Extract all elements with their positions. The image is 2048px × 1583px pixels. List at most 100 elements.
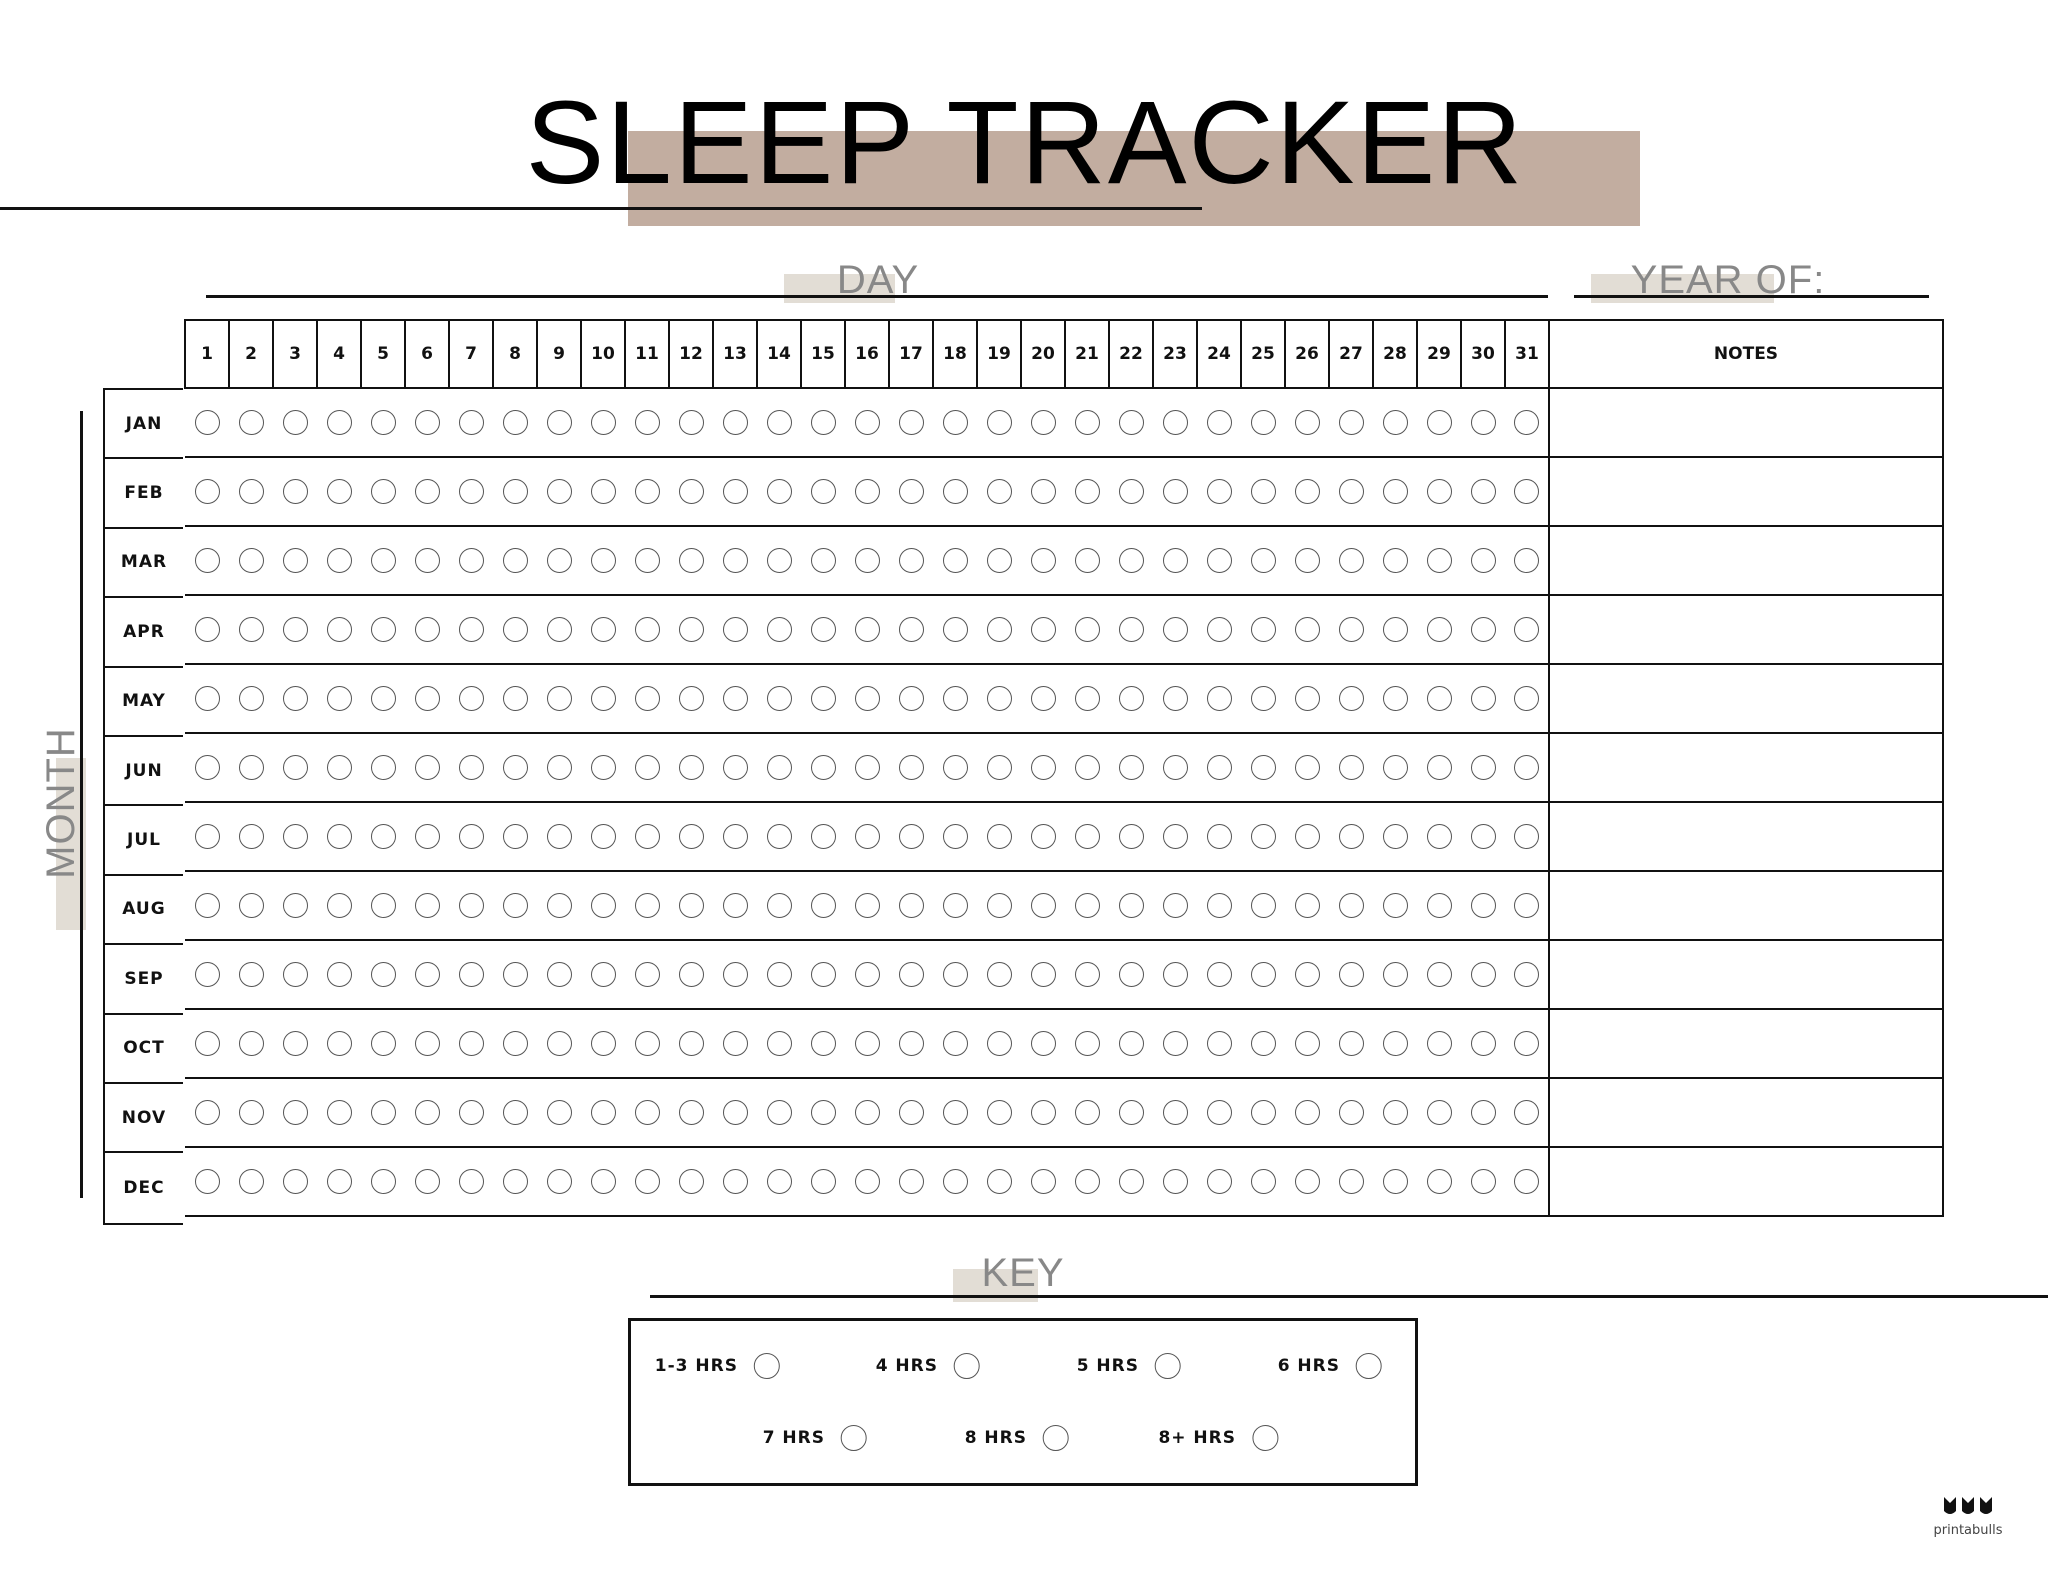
- sleep-circle[interactable]: [326, 617, 352, 642]
- sleep-circle[interactable]: [1514, 479, 1539, 504]
- sleep-circle[interactable]: [810, 1100, 836, 1125]
- sleep-circle[interactable]: [942, 617, 968, 642]
- sleep-circle[interactable]: [1250, 755, 1276, 780]
- sleep-circle[interactable]: [722, 1169, 748, 1194]
- sleep-circle[interactable]: [326, 824, 352, 849]
- sleep-circle[interactable]: [678, 1100, 704, 1125]
- sleep-circle[interactable]: [766, 1100, 792, 1125]
- sleep-circle[interactable]: [766, 962, 792, 987]
- sleep-circle[interactable]: [546, 755, 572, 780]
- sleep-circle[interactable]: [546, 962, 572, 987]
- sleep-circle[interactable]: [370, 824, 396, 849]
- sleep-circle[interactable]: [370, 1169, 396, 1194]
- sleep-circle[interactable]: [502, 479, 528, 504]
- sleep-circle[interactable]: [854, 686, 880, 711]
- notes-cell[interactable]: [1548, 1077, 1944, 1148]
- sleep-circle[interactable]: [634, 410, 660, 435]
- sleep-circle[interactable]: [326, 1031, 352, 1056]
- sleep-circle[interactable]: [326, 755, 352, 780]
- sleep-circle[interactable]: [942, 1031, 968, 1056]
- sleep-circle[interactable]: [766, 824, 792, 849]
- sleep-circle[interactable]: [1206, 479, 1232, 504]
- sleep-circle[interactable]: [1426, 962, 1452, 987]
- sleep-circle[interactable]: [810, 755, 836, 780]
- sleep-circle[interactable]: [414, 1100, 440, 1125]
- sleep-circle[interactable]: [370, 962, 396, 987]
- notes-cell[interactable]: [1548, 456, 1944, 527]
- sleep-circle[interactable]: [1338, 755, 1364, 780]
- sleep-circle[interactable]: [1470, 1169, 1496, 1194]
- sleep-circle[interactable]: [1250, 1031, 1276, 1056]
- sleep-circle[interactable]: [1514, 686, 1539, 711]
- sleep-circle[interactable]: [1426, 479, 1452, 504]
- sleep-circle[interactable]: [986, 548, 1012, 573]
- sleep-circle[interactable]: [1074, 824, 1100, 849]
- sleep-circle[interactable]: [722, 1100, 748, 1125]
- sleep-circle[interactable]: [1294, 410, 1320, 435]
- sleep-circle[interactable]: [854, 893, 880, 918]
- sleep-circle[interactable]: [898, 617, 924, 642]
- sleep-circle[interactable]: [458, 893, 484, 918]
- sleep-circle[interactable]: [810, 1031, 836, 1056]
- sleep-circle[interactable]: [986, 1031, 1012, 1056]
- sleep-circle[interactable]: [1250, 410, 1276, 435]
- sleep-circle[interactable]: [1294, 548, 1320, 573]
- sleep-circle[interactable]: [502, 617, 528, 642]
- sleep-circle[interactable]: [590, 617, 616, 642]
- sleep-circle[interactable]: [1250, 962, 1276, 987]
- sleep-circle[interactable]: [1338, 479, 1364, 504]
- notes-cell[interactable]: [1548, 663, 1944, 734]
- sleep-circle[interactable]: [414, 755, 440, 780]
- key-circle[interactable]: [841, 1425, 867, 1451]
- key-circle[interactable]: [1155, 1353, 1181, 1379]
- sleep-circle[interactable]: [986, 686, 1012, 711]
- sleep-circle[interactable]: [1162, 962, 1188, 987]
- sleep-circle[interactable]: [1514, 755, 1539, 780]
- sleep-circle[interactable]: [1294, 1100, 1320, 1125]
- sleep-circle[interactable]: [1338, 1100, 1364, 1125]
- sleep-circle[interactable]: [1074, 755, 1100, 780]
- sleep-circle[interactable]: [370, 686, 396, 711]
- sleep-circle[interactable]: [766, 479, 792, 504]
- sleep-circle[interactable]: [458, 824, 484, 849]
- sleep-circle[interactable]: [810, 479, 836, 504]
- sleep-circle[interactable]: [1206, 410, 1232, 435]
- sleep-circle[interactable]: [502, 824, 528, 849]
- sleep-circle[interactable]: [1118, 755, 1144, 780]
- sleep-circle[interactable]: [634, 548, 660, 573]
- sleep-circle[interactable]: [722, 548, 748, 573]
- sleep-circle[interactable]: [370, 893, 396, 918]
- sleep-circle[interactable]: [722, 824, 748, 849]
- sleep-circle[interactable]: [986, 479, 1012, 504]
- sleep-circle[interactable]: [1030, 893, 1056, 918]
- sleep-circle[interactable]: [1382, 479, 1408, 504]
- sleep-circle[interactable]: [1294, 962, 1320, 987]
- sleep-circle[interactable]: [854, 1031, 880, 1056]
- sleep-circle[interactable]: [1118, 962, 1144, 987]
- sleep-circle[interactable]: [370, 1100, 396, 1125]
- sleep-circle[interactable]: [1382, 962, 1408, 987]
- sleep-circle[interactable]: [766, 893, 792, 918]
- sleep-circle[interactable]: [546, 1169, 572, 1194]
- sleep-circle[interactable]: [1382, 755, 1408, 780]
- sleep-circle[interactable]: [1030, 686, 1056, 711]
- sleep-circle[interactable]: [1514, 824, 1539, 849]
- sleep-circle[interactable]: [1426, 824, 1452, 849]
- sleep-circle[interactable]: [238, 1169, 264, 1194]
- sleep-circle[interactable]: [546, 686, 572, 711]
- sleep-circle[interactable]: [986, 1169, 1012, 1194]
- sleep-circle[interactable]: [1250, 893, 1276, 918]
- sleep-circle[interactable]: [898, 686, 924, 711]
- sleep-circle[interactable]: [1074, 686, 1100, 711]
- sleep-circle[interactable]: [590, 1031, 616, 1056]
- sleep-circle[interactable]: [1470, 824, 1496, 849]
- sleep-circle[interactable]: [282, 755, 308, 780]
- sleep-circle[interactable]: [1382, 1169, 1408, 1194]
- sleep-circle[interactable]: [590, 755, 616, 780]
- sleep-circle[interactable]: [1030, 1031, 1056, 1056]
- sleep-circle[interactable]: [678, 755, 704, 780]
- sleep-circle[interactable]: [1074, 962, 1100, 987]
- sleep-circle[interactable]: [1162, 1031, 1188, 1056]
- sleep-circle[interactable]: [546, 548, 572, 573]
- sleep-circle[interactable]: [1118, 1031, 1144, 1056]
